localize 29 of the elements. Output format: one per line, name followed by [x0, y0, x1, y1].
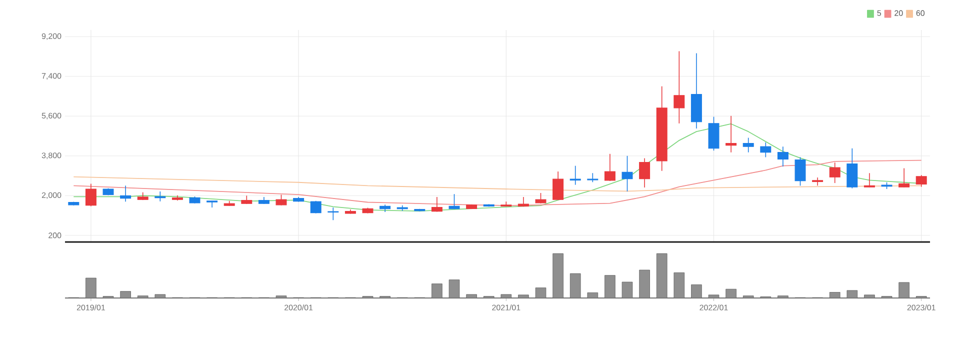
candlestick [120, 185, 132, 202]
candlestick [777, 146, 788, 167]
candlestick [570, 165, 581, 186]
candlestick [328, 207, 339, 221]
candlestick [85, 183, 96, 207]
candlestick [674, 50, 685, 124]
candlestick [154, 191, 166, 202]
candlestick [726, 116, 737, 153]
candlestick [310, 200, 322, 214]
candlestick [916, 174, 927, 188]
candlestick [622, 155, 633, 192]
candlestick [829, 162, 840, 184]
candlestick [535, 192, 546, 204]
candlestick [846, 148, 858, 189]
candlestick [206, 200, 218, 208]
line-series [73, 160, 922, 206]
candlestick [760, 142, 772, 158]
candlestick [604, 153, 616, 182]
candlestick [448, 194, 460, 210]
candlestick [431, 196, 442, 212]
candlestick [812, 177, 824, 186]
candlestick [794, 156, 806, 186]
candlestick [864, 172, 875, 188]
candlestick [639, 158, 650, 188]
candlestick [276, 194, 287, 206]
candlestick [587, 172, 598, 183]
candlestick [552, 171, 564, 200]
candlestick [898, 168, 910, 188]
candlestick [742, 137, 754, 153]
